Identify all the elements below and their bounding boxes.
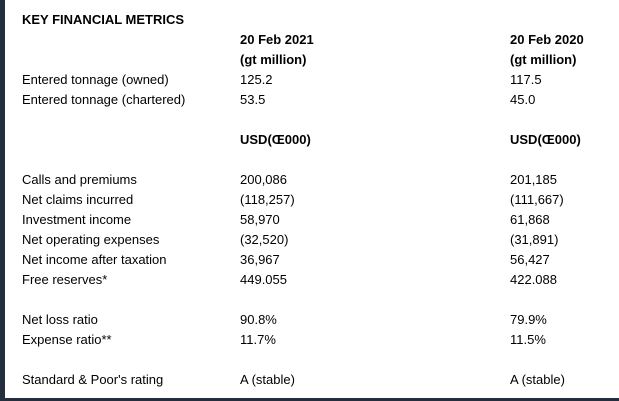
value-2021: 36,967 <box>240 252 280 267</box>
currency-unit-2021: USD(Œ000) <box>240 132 311 147</box>
table-row: Expense ratio** 11.7% 11.5% <box>22 330 619 350</box>
value-2020: (111,667) <box>510 192 564 207</box>
blank-row <box>22 284 619 310</box>
table-row: Net loss ratio 90.8% 79.9% <box>22 310 619 330</box>
unit-row-spacer <box>22 130 240 150</box>
page-left-border <box>0 0 5 401</box>
value-2020: 117.5 <box>510 72 542 87</box>
value-2021: 449,055 <box>240 272 287 284</box>
row-label: Calls and premiums <box>22 172 137 187</box>
value-2021: 58,970 <box>240 212 280 227</box>
blank-row <box>22 110 619 130</box>
row-label: Net operating expenses <box>22 232 160 247</box>
page-bottom-border <box>0 398 619 401</box>
value-2020: 45.0 <box>510 92 536 107</box>
table-row: Investment income 58,970 61,868 <box>22 210 619 230</box>
value-2021: A (stable) <box>240 372 295 387</box>
row-label: Investment income <box>22 212 132 227</box>
column-header-2021: 20 Feb 2021 <box>240 32 314 47</box>
row-label: Net claims incurred <box>22 192 134 207</box>
value-2021: 11.7% <box>240 332 276 347</box>
table-row: Entered tonnage (owned) 125.2 117.5 <box>22 70 619 90</box>
value-2021: 53.5 <box>240 92 266 107</box>
row-label: Entered tonnage (chartered) <box>22 92 186 107</box>
unit-row-spacer <box>22 50 240 70</box>
value-2021: (32,520) <box>240 232 289 247</box>
table-row: Net operating expenses (32,520) (31,891) <box>22 230 619 250</box>
row-label: Net loss ratio <box>22 312 98 327</box>
tonnage-unit-2021: (gt million) <box>240 52 307 67</box>
row-label: Expense ratio** <box>22 332 112 347</box>
row-label: Standard & Poor's rating <box>22 372 164 387</box>
value-2021: 125.2 <box>240 72 273 87</box>
table-row: Calls and premiums 200,086 201,185 <box>22 170 619 190</box>
title-row: KEY FINANCIAL METRICS <box>22 10 619 30</box>
table-row: Entered tonnage (chartered) 53.5 45.0 <box>22 90 619 110</box>
blank-row <box>22 350 619 370</box>
column-header-2020: 20 Feb 2020 <box>510 32 584 47</box>
table-header-row: 20 Feb 2021 20 Feb 2020 <box>22 30 619 50</box>
row-label: Free reserves* <box>22 272 108 284</box>
value-2020: 201,185 <box>510 172 557 187</box>
table-row: Net income after taxation 36,967 56,427 <box>22 250 619 270</box>
value-2021: 200,086 <box>240 172 287 187</box>
tonnage-unit-2020: (gt million) <box>510 52 577 67</box>
value-2020: 79.9% <box>510 312 547 327</box>
tonnage-unit-row: (gt million) (gt million) <box>22 50 619 70</box>
page-title: KEY FINANCIAL METRICS <box>22 12 185 27</box>
table-row-clipped: Free reserves* 449,055 422,088 <box>22 270 619 284</box>
financial-metrics-table: KEY FINANCIAL METRICS 20 Feb 2021 20 Feb… <box>22 10 619 390</box>
table-row: Net claims incurred (118,257) (111,667) <box>22 190 619 210</box>
value-2021: (118,257) <box>240 192 295 207</box>
blank-row <box>22 150 619 170</box>
value-2020: 11.5% <box>510 332 546 347</box>
currency-unit-2020: USD(Œ000) <box>510 132 581 147</box>
header-spacer <box>22 30 240 50</box>
value-2020: 422,088 <box>510 272 557 284</box>
table-row: Standard & Poor's rating A (stable) A (s… <box>22 370 619 390</box>
value-2020: A (stable) <box>510 372 565 387</box>
value-2020: 56,427 <box>510 252 550 267</box>
row-label: Net income after taxation <box>22 252 167 267</box>
value-2021: 90.8% <box>240 312 277 327</box>
row-label: Entered tonnage (owned) <box>22 72 169 87</box>
value-2020: 61,868 <box>510 212 550 227</box>
value-2020: (31,891) <box>510 232 559 247</box>
currency-unit-row: USD(Œ000) USD(Œ000) <box>22 130 619 150</box>
